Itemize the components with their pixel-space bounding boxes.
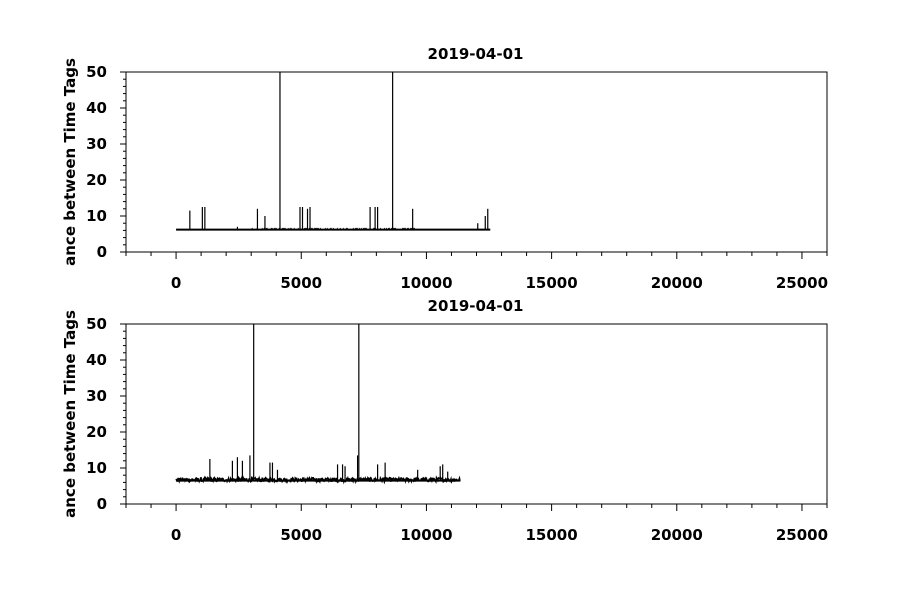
x-tick-label: 10000 (400, 274, 452, 292)
x-tick-label: 20000 (651, 526, 703, 544)
chart-title: 2019-04-01 (428, 297, 524, 315)
panel-2: 2019-04-01 ance between Time Tags 0 10 20 30 4… (61, 297, 828, 544)
y-tick-label: 50 (86, 63, 107, 81)
x-tick-label: 0 (171, 526, 181, 544)
x-tick-label: 15000 (526, 274, 578, 292)
y-tick-label: 10 (86, 207, 107, 225)
x-tick-label: 15000 (526, 526, 578, 544)
y-tick-label: 20 (86, 171, 107, 189)
y-tick-label: 20 (86, 423, 107, 441)
panel-1: 2019-04-01 ance between Time Tags 0 10 20 30 4… (61, 45, 828, 292)
x-tick-label: 25000 (776, 526, 828, 544)
y-tick-label: 50 (86, 315, 107, 333)
x-tick-label: 5000 (280, 274, 322, 292)
y-tick-label: 30 (86, 387, 107, 405)
series-noise (251, 227, 415, 230)
plot-frame (125, 71, 828, 253)
series-noise (175, 475, 461, 485)
y-axis-label: ance between Time Tags (61, 58, 79, 266)
plot-frame (125, 323, 828, 505)
x-tick-label: 5000 (280, 526, 322, 544)
y-tick-label: 30 (86, 135, 107, 153)
y-tick-label: 10 (86, 459, 107, 477)
y-axis-label: ance between Time Tags (61, 310, 79, 518)
y-tick-label: 40 (86, 351, 107, 369)
x-tick-label: 10000 (400, 526, 452, 544)
x-tick-label: 25000 (776, 274, 828, 292)
x-tick-label: 20000 (651, 274, 703, 292)
chart-title: 2019-04-01 (428, 45, 524, 63)
y-tick-label: 0 (97, 495, 107, 513)
x-tick-label: 0 (171, 274, 181, 292)
y-tick-label: 40 (86, 99, 107, 117)
y-tick-label: 0 (97, 243, 107, 261)
